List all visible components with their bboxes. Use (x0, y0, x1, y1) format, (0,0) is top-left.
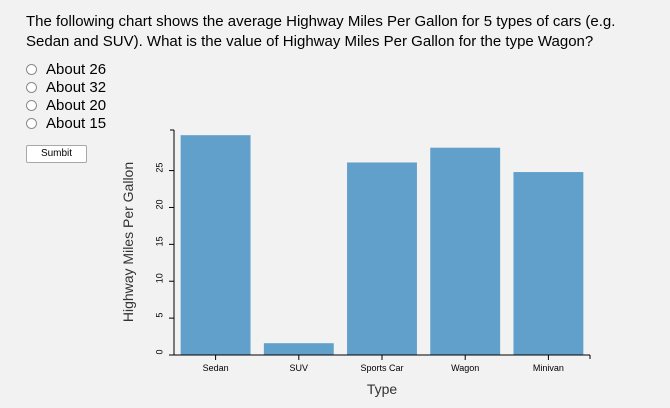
y-tick-label: 5 (154, 313, 164, 318)
x-axis-title: Type (367, 381, 398, 397)
radio-button[interactable] (26, 81, 37, 93)
x-tick-label: SUV (290, 363, 309, 373)
option-label: About 15 (46, 114, 107, 132)
option-0[interactable]: About 26 (26, 60, 106, 78)
option-1[interactable]: About 32 (26, 78, 106, 96)
x-tick-label: Sports Car (360, 363, 403, 373)
x-tick-label: Minivan (533, 363, 564, 373)
option-label: About 26 (46, 60, 107, 78)
y-tick-label: 20 (154, 199, 164, 209)
option-label: About 20 (46, 96, 107, 114)
option-3[interactable]: About 15 (26, 114, 106, 132)
y-axis-title: Highway Miles Per Gallon (120, 162, 136, 322)
y-tick-label: 15 (154, 236, 164, 246)
y-tick-label: 0 (154, 349, 164, 354)
submit-button[interactable]: Sumbit (26, 145, 87, 163)
question-text: The following chart shows the average Hi… (26, 13, 616, 50)
radio-button[interactable] (26, 63, 37, 75)
y-tick-label: 25 (154, 163, 164, 173)
bar-4 (513, 172, 584, 355)
x-tick-label: Sedan (203, 363, 229, 373)
y-tick-label: 10 (154, 273, 164, 283)
radio-button[interactable] (26, 99, 37, 111)
bar-1 (263, 343, 334, 355)
radio-button[interactable] (26, 117, 37, 129)
bar-3 (430, 147, 501, 355)
bar-2 (347, 162, 417, 355)
x-tick-label: Wagon (451, 363, 479, 373)
option-2[interactable]: About 20 (26, 96, 106, 114)
bar-0 (180, 135, 251, 355)
option-label: About 32 (46, 78, 107, 96)
answer-options: About 26 About 32 About 20 About 15 (26, 60, 106, 132)
